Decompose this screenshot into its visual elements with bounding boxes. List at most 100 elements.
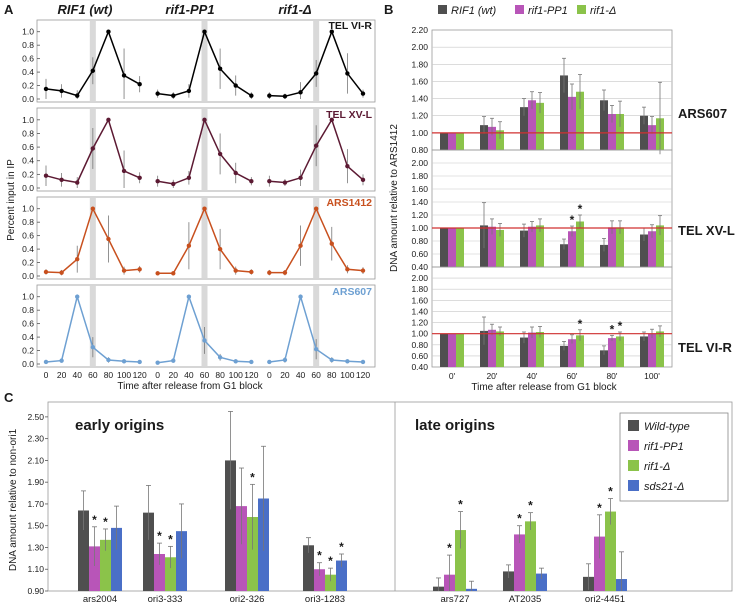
panel-c-bar-rif1-pp1	[154, 554, 165, 591]
panel-b-bar-rif1-wt	[480, 330, 488, 367]
panel-a-data-point	[202, 338, 207, 343]
panel-a-xtick-label: 60	[88, 370, 98, 380]
panel-b-bar-rif1-pp1	[648, 333, 656, 367]
panel-c-significance-star: *	[157, 529, 162, 543]
panel-a-row-frame	[36, 284, 376, 368]
panel-b-bar-rif1-pp1	[568, 231, 576, 267]
panel-b-bar-rif1	[456, 333, 464, 367]
panel-c-late-title: late origins	[415, 417, 495, 434]
panel-b-xtick-label: 20'	[486, 371, 497, 381]
panel-c-significance-star: *	[168, 532, 173, 546]
panel-a-data-point	[345, 163, 350, 169]
panel-c-ytick-label: 1.90	[27, 477, 44, 487]
panel-c-bar-rif1-pp1	[314, 569, 325, 591]
panel-b-bar-rif1-pp1	[608, 227, 616, 267]
panel-a-row-tel-xv-l: 0.0 0.2 0.4 0.6 0.8 1.0	[22, 107, 376, 193]
panel-b-bar-rif1-pp1	[568, 339, 576, 367]
panel-c-bar-rif1-pp1	[594, 536, 605, 591]
panel-b-xtick-label: 40'	[526, 371, 537, 381]
panel-a-row-frame	[36, 107, 376, 192]
panel-a-data-point	[217, 355, 223, 360]
panel-b-bar-rif1-wt	[520, 337, 528, 367]
panel-a-data-point	[106, 117, 111, 123]
panel-a-data-point	[249, 359, 254, 365]
panel-a-ytick-label: 0.4	[22, 244, 34, 254]
panel-b-letter: B	[384, 2, 393, 17]
panel-a-ytick-label: 0.6	[22, 142, 34, 152]
panel-a-row-labels: TEL VI-R TEL XV-L ARS1412 ARS607	[326, 20, 372, 298]
panel-b-bar-rif1-pp1	[568, 96, 576, 150]
panel-a-data-point	[298, 90, 303, 95]
panel-c-xtick-label: ori3-1283	[305, 594, 345, 605]
panel-a-xtick-label: 0	[155, 370, 160, 380]
panel-a-ytick-label: 0.2	[22, 169, 34, 179]
panel-c-ytick-label: 1.50	[27, 521, 44, 531]
panel-a-data-point	[106, 357, 111, 363]
panel-b-bar-rif1	[496, 331, 504, 367]
panel-b-bar-rif1-pp1	[528, 332, 536, 367]
panel-c-group-ori3-333: ori3-333	[143, 485, 187, 605]
panel-b-subplot-label-ars607: ARS607	[678, 106, 727, 121]
panel-a-data-point	[186, 243, 192, 248]
panel-b-bar-rif1	[576, 91, 584, 150]
panel-a-xtick-label: 60	[200, 370, 210, 380]
panel-a-data-point	[43, 86, 49, 92]
panel-a-data-point	[202, 117, 207, 123]
panel-a-data-point	[59, 88, 64, 94]
panel-c-bar-sds21	[176, 531, 187, 591]
panel-a-data-point	[217, 66, 223, 71]
panel-b-ytick-label: 0.40	[411, 262, 428, 272]
panel-a-column-delta: rif1-Δ	[278, 2, 312, 17]
panel-c-bar-wild-type	[303, 545, 314, 591]
panel-c-legend-label-delta: rif1-Δ	[644, 461, 670, 473]
panel-a-row-ars1412: 0.0 0.2 0.4 0.6 0.8 1.0	[22, 196, 376, 281]
panel-b-subplot-tel-vi-r: 0.400.600.801.001.201.401.601.802.00* * *0…	[411, 266, 673, 381]
panel-b-bar-rif1	[616, 227, 624, 267]
panel-b-bar-rif1-wt	[520, 230, 528, 267]
panel-b-bar-rif1	[616, 336, 624, 367]
panel-a-ytick-label: 0.8	[22, 40, 34, 50]
panel-b-ytick-label: 1.60	[411, 76, 428, 86]
panel-b-ytick-label: 0.80	[411, 340, 428, 350]
panel-a-data-point	[298, 243, 303, 248]
panel-b-bar-rif1	[656, 225, 664, 267]
panel-a-ytick-label: 0.0	[22, 94, 34, 104]
panel-a-data-point	[106, 29, 111, 34]
panel-a-shaded-time-bar	[201, 21, 208, 101]
panel-c-ytick-label: 2.50	[27, 412, 44, 422]
panel-a-data-point	[155, 271, 160, 276]
panel-a-data-point	[90, 206, 96, 211]
panel-a-data-point	[233, 170, 238, 176]
panel-c-letter: C	[4, 390, 14, 405]
panel-a-plots: 0.00.20.40.60.81.00.00.20.40.60.81.00.00…	[22, 19, 376, 380]
panel-a-ytick-label: 0.6	[22, 54, 34, 64]
panel-c-plot: 0.90 1.10 1.30 1.50 1.70 1.90 2.10 2.30 2.50 ars2…	[27, 401, 733, 605]
panel-a-data-point	[329, 357, 334, 363]
panel-c-significance-star: *	[328, 554, 333, 568]
panel-b-bar-rif1-pp1	[608, 114, 616, 150]
panel-b-bar-rif1-pp1	[488, 126, 496, 150]
panel-c-bar-sds21	[536, 573, 547, 591]
panel-a-data-point	[171, 271, 176, 276]
panel-b-subplot-ars607: 0.80 1.00 1.20 1.40 1.60 1.80 2.00 2.20	[411, 25, 673, 155]
panel-a-data-point	[59, 358, 64, 363]
panel-b-ytick-label: 0.60	[411, 351, 428, 361]
panel-b-subplot-tel-xv-l: 0.40 0.60 0.80 1.00 1.20 1.40 1.60 1.80 2.00 **	[411, 149, 673, 272]
panel-b-bar-rif1-wt	[560, 345, 568, 367]
panel-c-bar-rif1	[247, 517, 258, 591]
panel-a-data-point	[298, 175, 303, 180]
panel-a-data-point	[171, 358, 176, 363]
panel-b-ytick-label: 2.20	[411, 25, 428, 35]
panel-c-group-ars2004: ars2004	[78, 490, 122, 605]
panel-a-ytick-label: 0.0	[22, 271, 34, 281]
panel-b-ytick-label: 1.20	[411, 210, 428, 220]
panel-c-xtick-label: ori2-326	[230, 594, 265, 605]
panel-c-bar-wild-type	[225, 460, 236, 591]
panel-a-data-point	[75, 294, 80, 299]
panel-c-significance-star: *	[447, 541, 452, 555]
panel-a-data-point	[171, 93, 176, 98]
panel-a-xtick-label: 20	[169, 370, 179, 380]
panel-b-bar-rif1-wt	[440, 228, 448, 267]
panel-b-xtick-label: 80'	[606, 371, 617, 381]
panel-b-bar-rif1-pp1	[488, 226, 496, 267]
